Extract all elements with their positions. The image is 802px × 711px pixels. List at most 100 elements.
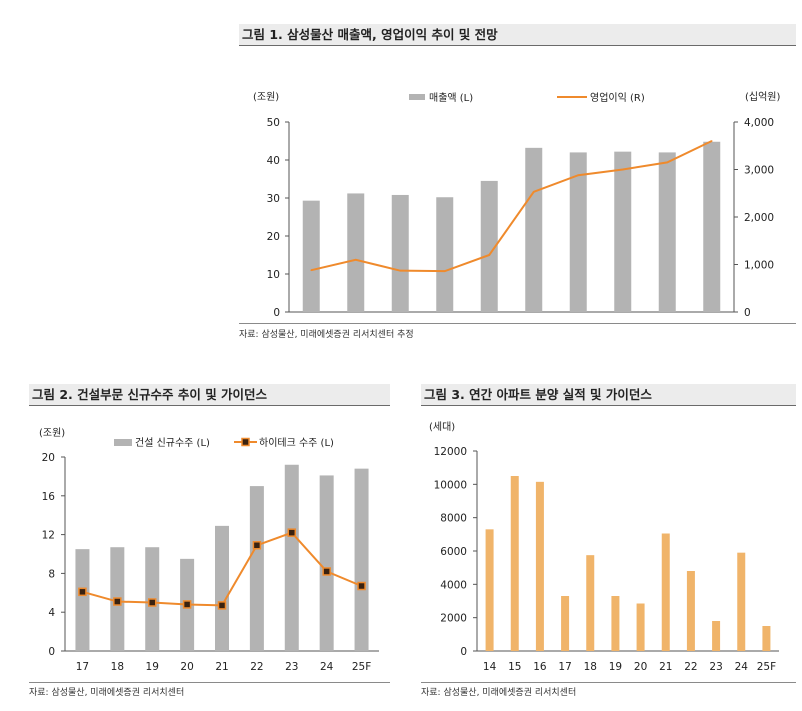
figure-1-chart: 0 10 20 30 40 50 0 1,000 2,000 3,000 4,000 (조원) (십억원… <box>253 91 781 319</box>
y-axis-tick-label: 10000 <box>434 479 467 491</box>
line-point-25F <box>666 161 669 164</box>
line-marker-21 <box>217 601 227 610</box>
bar-23 <box>284 464 299 651</box>
line-marker-18 <box>113 597 122 606</box>
x-tick-label: 25F <box>757 661 776 673</box>
x-tick-label: 18 <box>584 661 597 673</box>
line-marker-24 <box>322 567 331 576</box>
line-marker-23 <box>287 528 297 537</box>
x-tick-label: 24 <box>735 661 749 673</box>
x-tick-label: 21 <box>659 661 672 673</box>
legend-revenue-label: 매출액 (L) <box>429 92 473 104</box>
line-point-23 <box>577 174 580 176</box>
y-axis-unit: (세대) <box>429 421 455 433</box>
bar-24 <box>319 475 334 651</box>
legend-orders-label: 건설 신규수주 (L) <box>135 437 210 449</box>
line-point-22 <box>532 191 535 193</box>
legend-hitech-label: 하이테크 수주 (L) <box>259 436 334 449</box>
line-marker-25F <box>357 581 366 591</box>
bar-22 <box>525 147 543 312</box>
line-marker-17 <box>78 587 87 597</box>
left-axis-unit: (조원) <box>253 91 279 103</box>
x-tick-label: 19 <box>609 661 622 673</box>
bar-17 <box>302 200 320 312</box>
bar-22 <box>249 486 264 651</box>
y-axis-tick-label: 20 <box>42 452 55 464</box>
bar-20 <box>436 197 454 312</box>
figure-3-source: 자료: 삼성물산, 미래에셋증권 리서치센터 <box>421 688 577 698</box>
y-axis-tick-label: 12 <box>42 530 55 542</box>
right-axis-tick-label: 0 <box>744 307 751 319</box>
left-axis-tick-label: 30 <box>267 193 280 205</box>
y-axis-tick-label: 12000 <box>434 446 467 458</box>
figure-1-title: 그림 1. 삼성물산 매출액, 영업이익 추이 및 전망 <box>239 24 796 46</box>
legend-orders-swatch <box>114 439 132 446</box>
right-axis-tick-label: 1,000 <box>744 260 774 272</box>
bar-18 <box>586 555 595 651</box>
x-tick-label: 22 <box>250 661 263 673</box>
bar-17 <box>561 596 570 651</box>
bar-25F <box>354 468 369 651</box>
y-axis-tick-label: 8000 <box>440 513 467 525</box>
left-axis-tick-label: 20 <box>267 231 280 243</box>
left-axis-tick-label: 0 <box>273 307 280 319</box>
line-point-17 <box>310 269 313 271</box>
bar-19 <box>611 596 620 651</box>
bar-21 <box>661 533 670 651</box>
x-tick-label: 21 <box>215 661 228 673</box>
y-axis-tick-label: 6000 <box>440 546 467 558</box>
bar-20 <box>636 603 645 651</box>
bar-26F <box>703 141 721 312</box>
x-tick-label: 14 <box>483 661 497 673</box>
bar-21 <box>480 180 498 312</box>
bar-19 <box>391 194 409 312</box>
x-tick-label: 20 <box>634 661 647 673</box>
right-axis-tick-label: 4,000 <box>744 117 774 129</box>
x-tick-label: 17 <box>76 661 89 673</box>
right-axis-unit: (십억원) <box>745 91 781 103</box>
y-axis-tick-label: 8 <box>48 568 55 580</box>
figure-2: 그림 2. 건설부문 신규수주 추이 및 가이던스 0 4 8 12 16 20 (조원) 1… <box>29 384 390 704</box>
y-axis-tick-label: 0 <box>460 646 467 658</box>
x-tick-label: 25F <box>352 661 371 673</box>
right-axis-tick-label: 2,000 <box>744 212 774 224</box>
bar-16 <box>535 481 544 651</box>
bar-15 <box>510 476 519 651</box>
x-tick-label: 23 <box>709 661 722 673</box>
x-tick-label: 18 <box>111 661 124 673</box>
y-axis-tick-label: 4000 <box>440 579 467 591</box>
bar-18 <box>347 193 365 312</box>
bar-17 <box>75 549 90 651</box>
line-point-20 <box>443 270 446 272</box>
x-tick-label: 22 <box>684 661 697 673</box>
line-point-24 <box>621 168 624 171</box>
x-tick-label: 20 <box>180 661 193 673</box>
bar-25F <box>658 152 676 312</box>
bar-25F <box>762 626 771 651</box>
bar-21 <box>215 525 229 651</box>
x-tick-label: 19 <box>146 661 159 673</box>
bar-24 <box>737 552 746 651</box>
figure-2-source: 자료: 삼성물산, 미래에셋증권 리서치센터 <box>29 688 185 698</box>
legend-hitech-marker <box>241 437 250 447</box>
figure-1-source: 자료: 삼성물산, 미래에셋증권 리서치센터 추정 <box>239 330 414 340</box>
line-marker-22 <box>252 541 262 550</box>
legend-revenue-swatch <box>409 94 425 100</box>
figure-3-chart: 0 2000 4000 6000 8000 10000 12000 (세대) 14 15 16 17 1… <box>429 421 779 673</box>
y-axis-tick-label: 16 <box>42 491 56 503</box>
right-axis-tick-label: 3,000 <box>744 165 774 177</box>
figure-2-title: 그림 2. 건설부문 신규수주 추이 및 가이던스 <box>29 384 390 406</box>
figure-3: 그림 3. 연간 아파트 분양 실적 및 가이던스 0 2000 4000 6000 8… <box>421 384 796 704</box>
left-axis-tick-label: 50 <box>267 117 280 129</box>
x-tick-label: 15 <box>508 661 521 673</box>
bar-22 <box>686 571 695 651</box>
left-axis-tick-label: 10 <box>267 269 280 281</box>
x-tick-label: 17 <box>558 661 571 673</box>
y-axis-unit: (조원) <box>39 427 65 439</box>
y-axis-tick-label: 0 <box>48 646 55 658</box>
line-point-26F <box>710 140 713 142</box>
bar-14 <box>485 529 494 651</box>
y-axis-tick-label: 2000 <box>440 613 467 625</box>
x-tick-label: 16 <box>533 661 547 673</box>
line-marker-20 <box>182 600 192 609</box>
